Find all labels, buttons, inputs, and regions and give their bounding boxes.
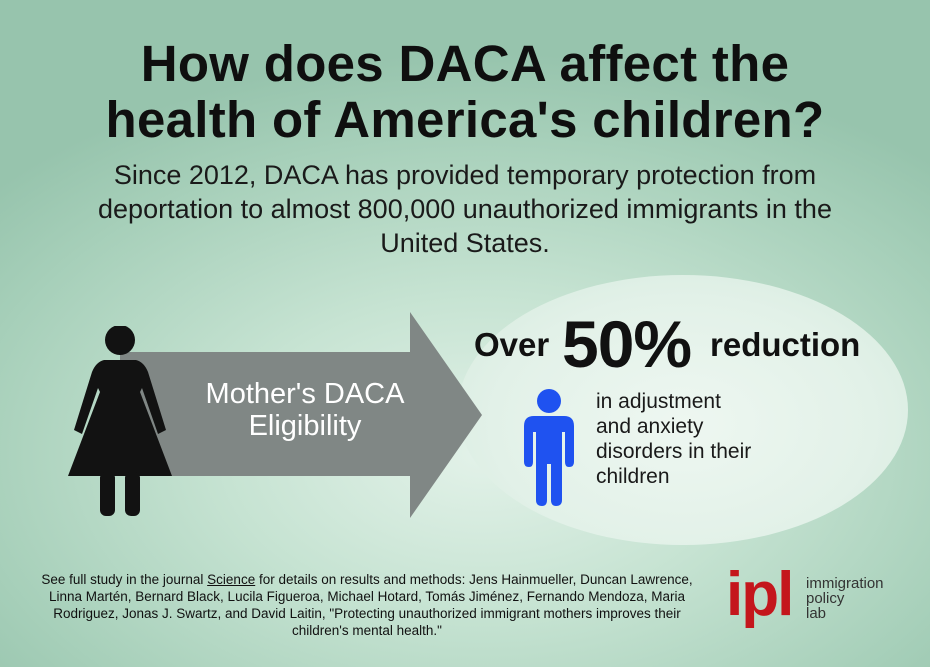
headline-reduction: reduction: [710, 326, 861, 363]
result-ellipse: [458, 275, 908, 545]
citation-line-2: Linna Martén, Bernard Black, Lucila Figu…: [48, 589, 686, 604]
arrow-label-line-1: Mother's DACA: [205, 378, 405, 410]
logo-line-1: immigration: [806, 575, 884, 592]
citation-line-3: Rodriguez, Jonas J. Swartz, and David La…: [53, 606, 681, 621]
effect-line-1: in adjustment: [596, 390, 721, 413]
effect-line-4: children: [596, 465, 670, 488]
logo-mark: ipl: [726, 560, 794, 629]
citation-suffix: for details on results and methods: Jens…: [255, 572, 693, 587]
logo-line-2: policy: [806, 590, 845, 607]
child-icon: [524, 389, 574, 506]
title-line-2: health of America's children?: [105, 91, 825, 148]
headline: Over 50% reduction: [470, 306, 890, 381]
logo-line-3: lab: [806, 605, 827, 622]
citation-prefix: See full study in the journal: [41, 572, 208, 587]
headline-over: Over: [474, 326, 550, 363]
citation-line-4: children's mental health.": [292, 623, 442, 638]
title-line-1: How does DACA affect the: [140, 35, 790, 92]
effect-line-2: and anxiety: [596, 415, 704, 438]
citation-line-1: See full study in the journal Science fo…: [14, 571, 720, 588]
citation: See full study in the journal Science fo…: [14, 571, 720, 639]
woman-icon: [68, 326, 172, 516]
arrow-label: Mother's DACA Eligibility: [170, 378, 440, 442]
logo-text: immigration policy lab: [806, 576, 884, 621]
title: How does DACA affect the health of Ameri…: [0, 36, 930, 148]
ipl-logo: ipl immigration policy lab: [726, 564, 916, 634]
effect-line-3: disorders in their: [596, 440, 752, 463]
headline-percent: 50%: [562, 307, 692, 381]
arrow-label-line-2: Eligibility: [248, 410, 362, 442]
arrow-icon: [120, 312, 482, 518]
effect-text: in adjustment and anxiety disorders in t…: [596, 389, 816, 489]
subtitle: Since 2012, DACA has provided temporary …: [98, 160, 832, 258]
journal-link[interactable]: Science: [207, 572, 256, 587]
